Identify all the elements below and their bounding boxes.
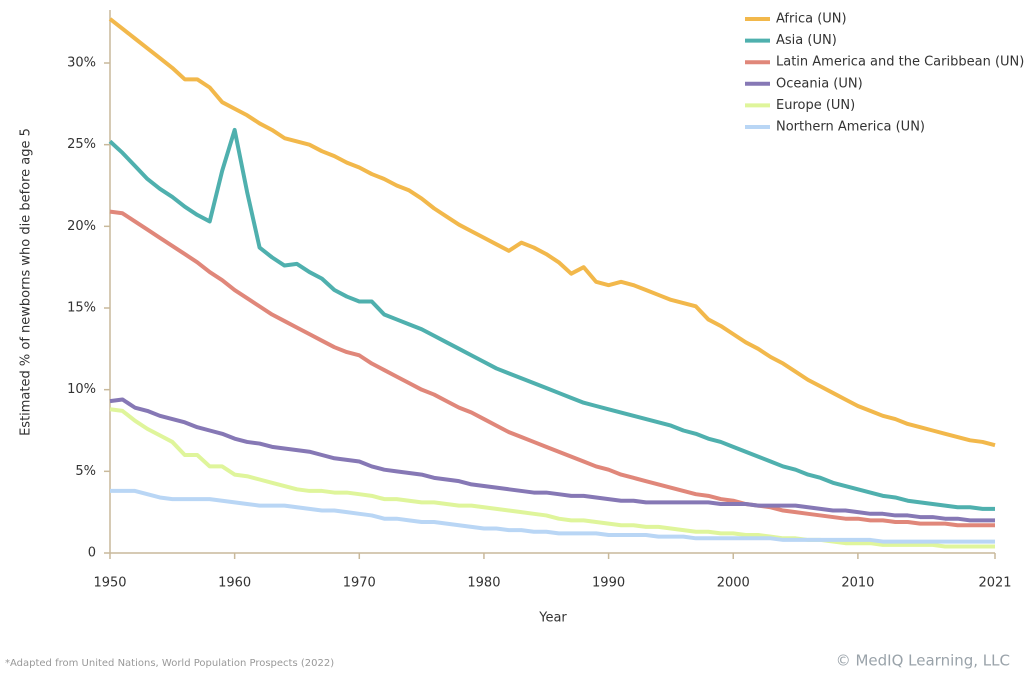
legend-label: Asia (UN) xyxy=(776,33,837,48)
y-tick-label: 25% xyxy=(67,137,96,152)
credit: © MedIQ Learning, LLC xyxy=(836,652,1010,670)
source-note: *Adapted from United Nations, World Popu… xyxy=(5,658,334,669)
x-tick-label: 1990 xyxy=(592,576,625,591)
x-tick-label: 1970 xyxy=(343,576,376,591)
x-tick-label: 2010 xyxy=(841,576,874,591)
series-line xyxy=(109,407,995,549)
legend-label: Africa (UN) xyxy=(776,12,847,27)
y-tick-label: 30% xyxy=(67,56,96,71)
x-tick-label: 2000 xyxy=(717,576,750,591)
legend-label: Oceania (UN) xyxy=(776,76,863,91)
series-line xyxy=(108,17,996,448)
x-tick-label: 1960 xyxy=(218,576,251,591)
x-axis-label: Year xyxy=(538,611,567,626)
x-tick-label: 2021 xyxy=(978,576,1011,591)
x-tick-label: 1980 xyxy=(467,576,500,591)
y-tick-label: 15% xyxy=(67,301,96,316)
y-axis-label: Estimated % of newborns who die before a… xyxy=(19,128,34,436)
y-tick-label: 5% xyxy=(75,464,96,479)
legend-label: Latin America and the Caribbean (UN) xyxy=(776,55,1024,70)
y-tick-label: 20% xyxy=(67,219,96,234)
y-tick-label: 10% xyxy=(67,382,96,397)
legend-label: Northern America (UN) xyxy=(776,120,925,135)
x-tick-label: 1950 xyxy=(93,576,126,591)
series-line xyxy=(109,397,995,523)
series-line xyxy=(110,488,995,544)
legend-label: Europe (UN) xyxy=(776,98,855,113)
series-line xyxy=(108,127,995,511)
y-tick-label: 0 xyxy=(88,546,96,561)
series-line xyxy=(109,209,995,528)
